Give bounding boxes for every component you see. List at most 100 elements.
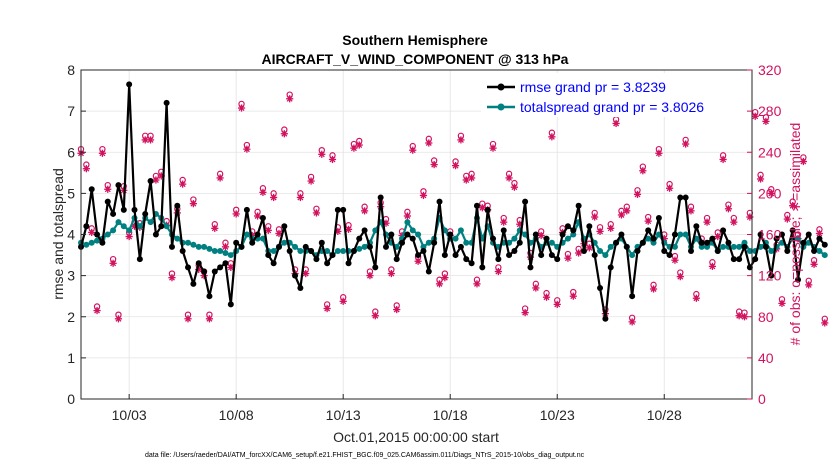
asterisk-stroke: [94, 307, 101, 314]
totalspread-point: [564, 235, 571, 242]
totalspread-point: [356, 245, 363, 252]
obs-assimilated-marker: [393, 305, 401, 314]
asterisk-stroke: [650, 286, 657, 292]
obs-assimilated-marker: [152, 176, 160, 184]
asterisk-stroke: [99, 150, 106, 157]
rmse-point: [366, 243, 373, 250]
rmse-point: [666, 252, 673, 259]
asterisk-stroke: [350, 145, 357, 152]
obs-assimilated-marker: [168, 274, 176, 282]
asterisk-stroke: [762, 118, 769, 125]
asterisk-stroke: [168, 274, 175, 281]
asterisk-stroke: [110, 260, 117, 267]
asterisk-stroke: [190, 200, 197, 207]
rmse-point: [607, 264, 614, 271]
rmse-point: [142, 210, 149, 217]
rmse-point: [275, 243, 282, 250]
obs-assimilated-marker: [286, 95, 294, 103]
totalspread-point: [548, 239, 555, 246]
rmse-point: [516, 239, 523, 246]
totalspread-point: [511, 235, 518, 242]
rmse-point: [671, 231, 678, 238]
obs-assimilated-marker: [451, 162, 460, 170]
asterisk-stroke: [340, 298, 347, 305]
rmse-point: [677, 194, 684, 201]
obs-assimilated-marker: [649, 285, 658, 293]
asterisk-stroke: [564, 255, 571, 262]
y-tick-label-left: 1: [67, 350, 75, 366]
asterisk-stroke: [366, 272, 373, 279]
rmse-point: [778, 231, 785, 238]
obs-assimilated-marker: [810, 260, 818, 268]
asterisk-stroke: [768, 190, 775, 197]
rmse-point: [532, 231, 539, 238]
asterisk-stroke: [88, 229, 95, 236]
obs-assimilated-marker: [232, 210, 240, 218]
obs-assimilated-marker: [146, 136, 155, 144]
obs-assimilated-marker: [505, 174, 513, 182]
totalspread-point: [147, 219, 154, 226]
obs-assimilated-marker: [109, 259, 117, 267]
rmse-point: [350, 247, 357, 254]
rmse-point: [270, 260, 277, 267]
totalspread-point: [206, 245, 213, 252]
rmse-point: [431, 239, 438, 246]
legend-box: [481, 73, 747, 117]
obs-assimilated-marker: [366, 272, 374, 280]
asterisk-stroke: [720, 156, 727, 163]
rmse-point: [746, 264, 753, 271]
obs-assimilated-marker: [730, 218, 738, 226]
totalspread-point: [425, 239, 432, 246]
rmse-point: [340, 206, 347, 213]
totalspread-point: [174, 235, 181, 242]
rmse-point: [495, 256, 502, 263]
series-lines: [78, 81, 828, 322]
rmse-point: [174, 202, 181, 209]
y-tick-label-left: 8: [67, 62, 75, 78]
rmse-point: [372, 264, 379, 271]
rmse-point: [163, 99, 170, 106]
asterisk-stroke: [404, 213, 411, 219]
obs-assimilated-marker: [799, 157, 807, 166]
asterisk-stroke: [495, 268, 502, 275]
rmse-point: [762, 243, 769, 250]
obs-assimilated-marker: [692, 294, 700, 302]
obs-assimilated-marker: [735, 312, 743, 320]
y-tick-label-left: 7: [67, 103, 75, 119]
rmse-point: [441, 252, 448, 259]
y-tick-label-right: 120: [758, 268, 782, 284]
rmse-point: [559, 231, 566, 238]
asterisk-stroke: [206, 315, 213, 322]
obs-assimilated-marker: [564, 254, 572, 262]
totalspread-point: [361, 243, 368, 250]
totalspread-point: [104, 231, 111, 238]
rmse-point: [388, 231, 395, 238]
rmse-point: [693, 223, 700, 230]
rmse-point: [281, 223, 288, 230]
rmse-point: [334, 206, 341, 213]
obs-assimilated-marker: [751, 112, 759, 120]
obs-assimilated-marker: [575, 249, 583, 257]
asterisk-stroke: [752, 113, 759, 120]
rmse-point: [479, 264, 486, 271]
obs-assimilated-marker: [628, 318, 636, 326]
rmse-point: [211, 268, 218, 275]
rmse-point: [752, 256, 759, 263]
totalspread-point: [324, 247, 331, 254]
asterisk-stroke: [286, 95, 293, 102]
rmse-point: [741, 243, 748, 250]
asterisk-stroke: [452, 162, 459, 169]
totalspread-point: [83, 241, 90, 248]
totalspread-point: [452, 235, 459, 242]
totalspread-point: [372, 227, 379, 234]
rmse-point: [618, 231, 625, 238]
asterisk-stroke: [538, 232, 545, 239]
y-tick-label-left: 6: [67, 144, 75, 160]
rmse-point: [698, 239, 705, 246]
rmse-point: [425, 268, 432, 275]
asterisk-stroke: [238, 105, 245, 112]
rmse-point: [484, 206, 491, 213]
asterisk-stroke: [436, 280, 443, 287]
asterisk-stroke: [714, 233, 721, 240]
rmse-point: [773, 235, 780, 242]
